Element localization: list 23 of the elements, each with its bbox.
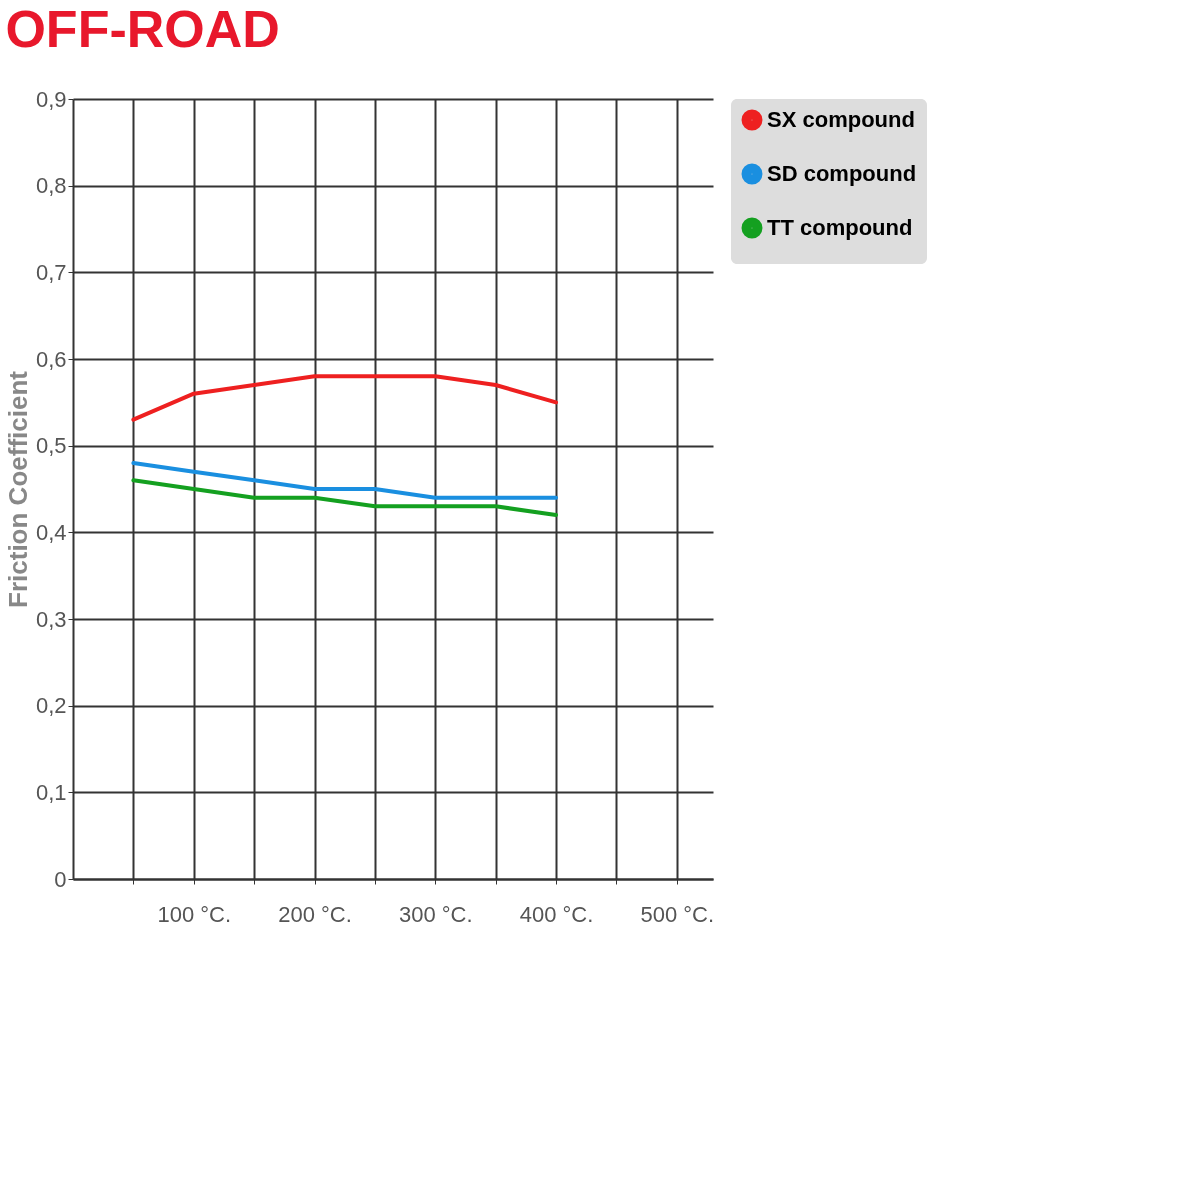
y-tick-label: 0,2: [35, 693, 67, 719]
y-tick-label: 0,4: [35, 519, 67, 545]
line-series: [131, 461, 559, 500]
legend-label: SD compound: [767, 161, 917, 186]
x-tick-label: 100 °C.: [157, 901, 232, 927]
line-series: [131, 478, 559, 517]
y-tick-label: 0: [54, 866, 67, 892]
chart-title: OFF-ROAD: [5, 0, 280, 58]
line-series: [131, 374, 559, 422]
x-tick-label: 500 °C.: [640, 901, 715, 927]
legend-label: TT compound: [767, 215, 913, 240]
y-tick-label: 0,7: [35, 259, 67, 285]
y-tick-label: 0,5: [35, 433, 67, 459]
legend-label: SX compound: [767, 107, 915, 132]
x-tick-label: 400 °C.: [519, 901, 594, 927]
y-axis-title: Friction Coefficient: [2, 370, 33, 608]
x-tick-label: 200 °C.: [278, 901, 352, 927]
x-tick-label: 300 °C.: [398, 901, 473, 927]
y-tick-label: 0,1: [35, 779, 67, 805]
y-tick-label: 0,8: [35, 173, 67, 199]
y-tick-label: 0,9: [35, 86, 67, 112]
y-tick-label: 0,6: [35, 346, 67, 372]
y-tick-label: 0,3: [35, 606, 67, 632]
